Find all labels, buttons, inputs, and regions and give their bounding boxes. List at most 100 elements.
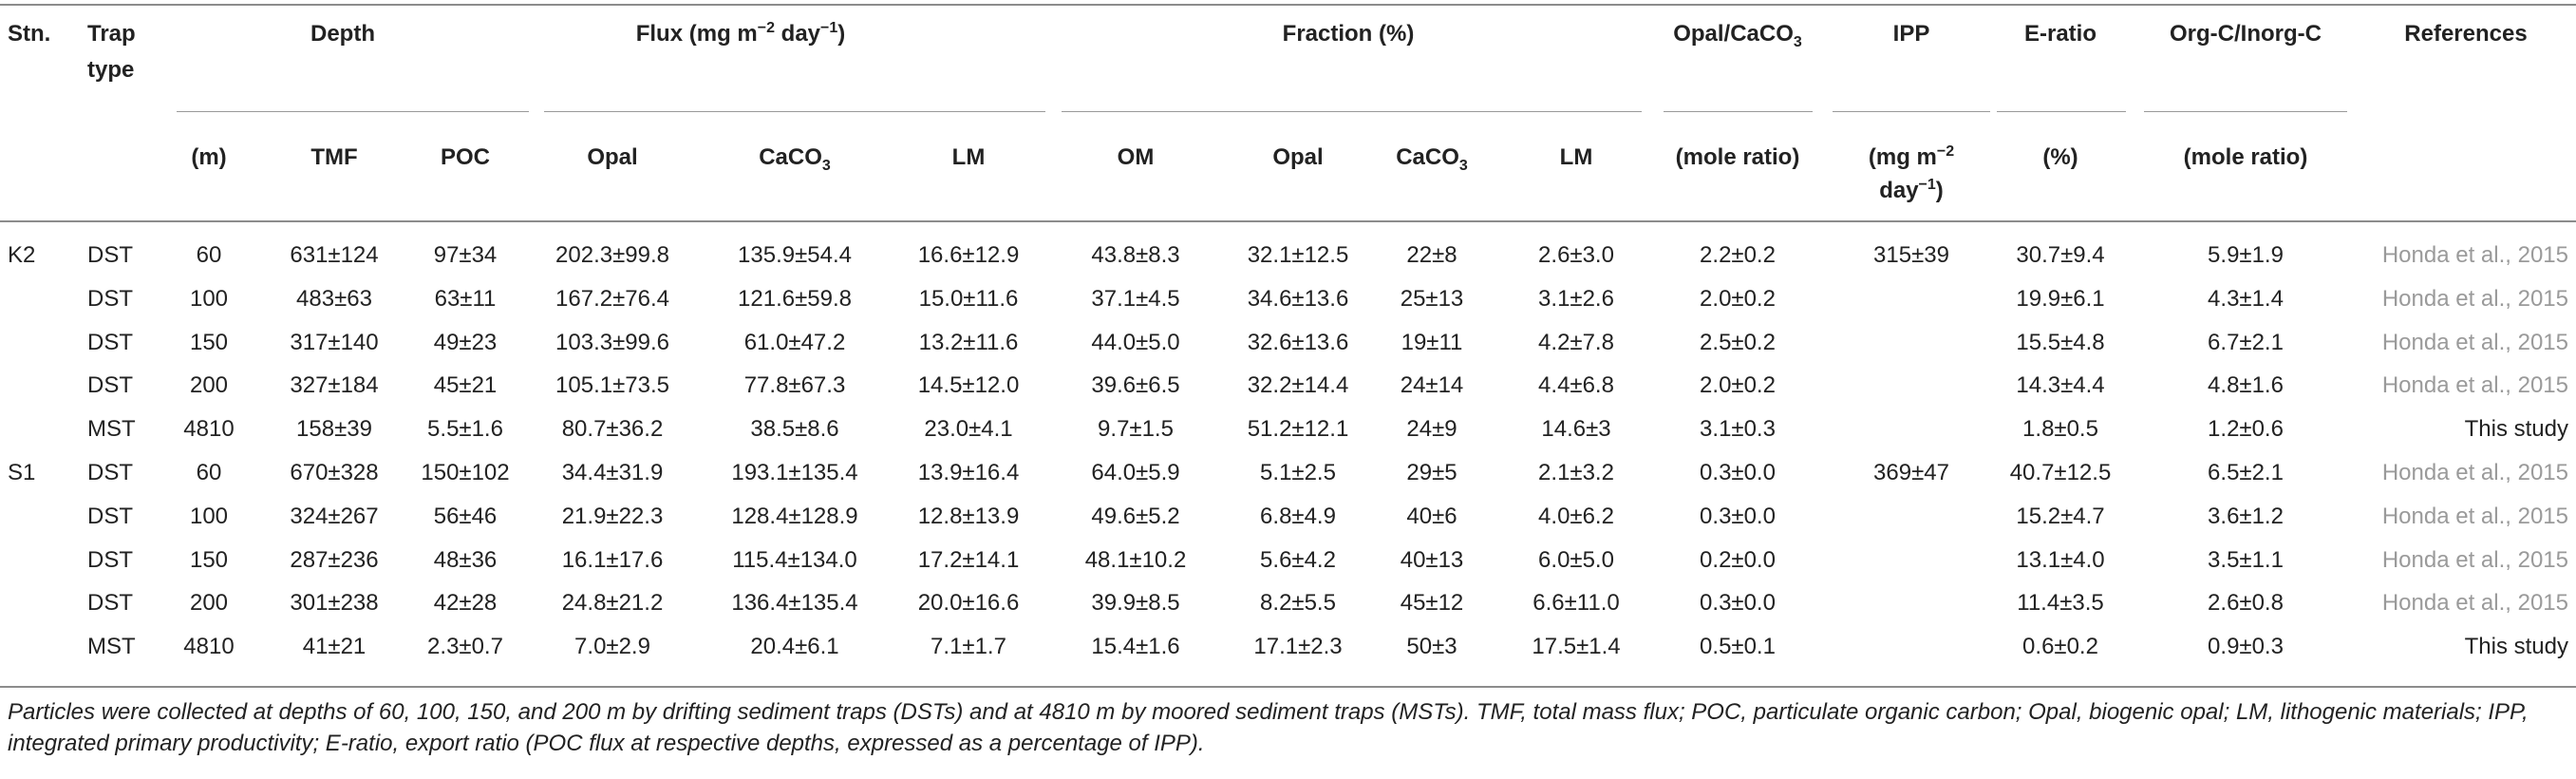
cell-reference: This study (2464, 634, 2568, 660)
header-opal-caco3: Opal/CaCO3 (1673, 21, 1802, 50)
cell-lm-fraction: 17.5±1.4 (1532, 634, 1621, 660)
cell-eratio: 40.7±12.5 (2009, 460, 2112, 485)
header-trap-type-line1: Trap (87, 21, 136, 47)
cell-depth: 60 (196, 460, 222, 485)
cell-eratio: 13.1±4.0 (2016, 546, 2105, 573)
cell-orgc-inorgc: 5.9±1.9 (2208, 242, 2284, 268)
cell-tmf: 670±328 (290, 460, 379, 485)
cell-tmf: 631±124 (290, 242, 379, 268)
cell-lm-fraction: 4.2±7.8 (1538, 329, 1614, 355)
cell-lm-fraction: 2.6±3.0 (1538, 242, 1614, 268)
cell-poc: 97±34 (433, 242, 498, 268)
cell-tmf: 483±63 (296, 285, 372, 312)
subheader-orgc-mole-ratio: (mole ratio) (2183, 144, 2308, 170)
cell-caco3-flux: 20.4±6.1 (750, 634, 839, 660)
cell-opal-caco3: 0.2±0.0 (1700, 546, 1776, 573)
cell-depth: 100 (189, 285, 229, 312)
cell-depth: 150 (189, 329, 229, 355)
cell-opal-flux: 7.0±2.9 (574, 634, 650, 660)
cell-poc: 150±102 (421, 460, 510, 485)
cell-depth: 150 (189, 546, 229, 573)
cell-lm-fraction: 4.0±6.2 (1538, 503, 1614, 529)
cell-orgc-inorgc: 6.7±2.1 (2208, 329, 2284, 355)
cell-orgc-inorgc: 1.2±0.6 (2208, 416, 2284, 443)
cell-lm-fraction: 3.1±2.6 (1538, 285, 1614, 312)
cell-opal-fraction: 32.2±14.4 (1247, 372, 1349, 399)
group-rule-fraction (1062, 111, 1642, 112)
subheader-ipp-unit-line1: (mg m−2 (1868, 143, 1955, 171)
subheader-ipp-unit-line2: day−1) (1879, 177, 1944, 204)
cell-opal-flux: 24.8±21.2 (561, 590, 664, 617)
cell-orgc-inorgc: 3.5±1.1 (2208, 546, 2284, 573)
cell-om-fraction: 15.4±1.6 (1091, 634, 1180, 660)
cell-eratio: 15.2±4.7 (2016, 503, 2105, 529)
table-bottom-rule (0, 686, 2576, 688)
cell-ipp: 369±47 (1873, 460, 1949, 485)
cell-tmf: 41±21 (302, 634, 367, 660)
header-fraction: Fraction (%) (1282, 21, 1415, 47)
cell-caco3-flux: 136.4±135.4 (731, 590, 858, 617)
cell-depth: 200 (189, 372, 229, 399)
cell-lm-flux: 23.0±4.1 (924, 416, 1013, 443)
header-references: References (2404, 21, 2528, 47)
cell-caco3-fraction: 45±12 (1400, 590, 1464, 617)
cell-poc: 56±46 (433, 503, 498, 529)
header-eratio: E-ratio (2023, 21, 2097, 47)
cell-eratio: 1.8±0.5 (2022, 416, 2098, 443)
header-flux: Flux (mg m−2 day−1) (635, 20, 846, 48)
cell-caco3-fraction: 22±8 (1406, 242, 1457, 268)
cell-opal-fraction: 6.8±4.9 (1260, 503, 1336, 529)
subheader-mole-ratio: (mole ratio) (1675, 144, 1800, 170)
cell-orgc-inorgc: 2.6±0.8 (2208, 590, 2284, 617)
cell-poc: 63±11 (434, 285, 497, 312)
subheader-om-fraction: OM (1117, 144, 1155, 170)
header-trap-type-line2: type (87, 57, 135, 83)
subheader-tmf: TMF (310, 144, 358, 170)
cell-lm-flux: 14.5±12.0 (917, 372, 1020, 399)
cell-om-fraction: 64.0±5.9 (1091, 460, 1180, 485)
cell-tmf: 287±236 (290, 546, 379, 573)
cell-reference: Honda et al., 2015 (2381, 242, 2568, 268)
cell-opal-flux: 202.3±99.8 (555, 242, 669, 268)
cell-trap-type: DST (87, 372, 133, 399)
cell-opal-flux: 103.3±99.6 (555, 329, 669, 355)
group-rule-eratio (1997, 111, 2126, 112)
cell-caco3-fraction: 29±5 (1406, 460, 1457, 485)
cell-om-fraction: 49.6±5.2 (1091, 503, 1180, 529)
subheader-m: (m) (191, 144, 227, 170)
cell-orgc-inorgc: 0.9±0.3 (2208, 634, 2284, 660)
cell-trap-type: DST (87, 285, 133, 312)
cell-tmf: 327±184 (290, 372, 379, 399)
cell-reference: Honda et al., 2015 (2381, 546, 2568, 573)
cell-caco3-flux: 115.4±134.0 (732, 546, 857, 573)
cell-opal-flux: 167.2±76.4 (555, 285, 669, 312)
cell-lm-flux: 13.2±11.6 (918, 329, 1019, 355)
cell-lm-fraction: 6.6±11.0 (1532, 590, 1620, 617)
cell-trap-type: DST (87, 242, 133, 268)
cell-caco3-flux: 77.8±67.3 (743, 372, 846, 399)
cell-caco3-flux: 61.0±47.2 (743, 329, 846, 355)
subheader-opal-fraction: Opal (1272, 144, 1324, 170)
cell-opal-fraction: 5.6±4.2 (1260, 546, 1336, 573)
cell-depth: 4810 (183, 416, 235, 443)
cell-lm-flux: 15.0±11.6 (918, 285, 1019, 312)
cell-reference: Honda et al., 2015 (2381, 285, 2568, 312)
cell-reference: This study (2464, 416, 2568, 443)
cell-opal-flux: 34.4±31.9 (561, 460, 664, 485)
header-depth: Depth (310, 21, 375, 47)
cell-om-fraction: 39.6±6.5 (1091, 372, 1180, 399)
cell-eratio: 19.9±6.1 (2016, 285, 2105, 312)
cell-opal-caco3: 0.3±0.0 (1700, 460, 1776, 485)
cell-tmf: 317±140 (290, 329, 379, 355)
table-top-rule (0, 4, 2576, 6)
group-rule-ipp (1833, 111, 1990, 112)
cell-opal-flux: 105.1±73.5 (555, 372, 669, 399)
header-bottom-rule (0, 220, 2576, 222)
cell-opal-fraction: 8.2±5.5 (1260, 590, 1336, 617)
cell-caco3-fraction: 40±6 (1406, 503, 1457, 529)
cell-station: S1 (8, 460, 36, 485)
cell-tmf: 158±39 (296, 416, 372, 443)
cell-trap-type: DST (87, 460, 133, 485)
cell-reference: Honda et al., 2015 (2381, 372, 2568, 399)
cell-eratio: 0.6±0.2 (2022, 634, 2098, 660)
